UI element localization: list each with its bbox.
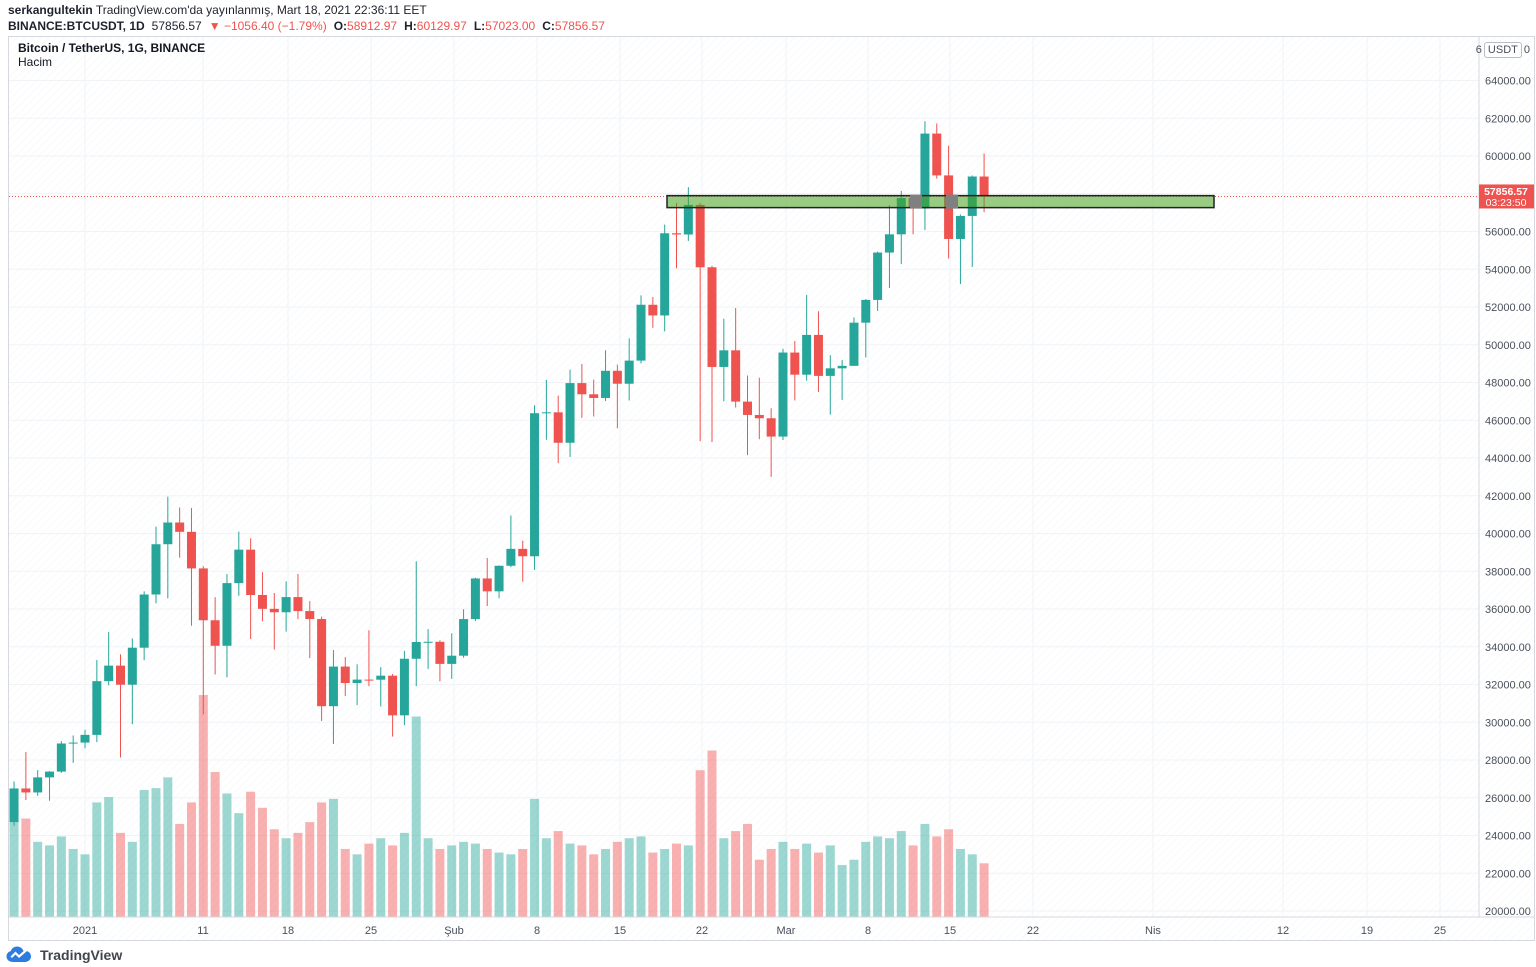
- svg-text:60000.00: 60000.00: [1485, 151, 1531, 163]
- legend-volume-indicator[interactable]: Hacim: [18, 55, 53, 69]
- tradingview-logo-text[interactable]: TradingView: [40, 946, 123, 963]
- svg-text:57856.57: 57856.57: [1484, 186, 1528, 198]
- svg-text:28000.00: 28000.00: [1485, 755, 1531, 767]
- low-label: L:: [473, 19, 486, 33]
- svg-text:Mar: Mar: [777, 925, 796, 937]
- svg-text:38000.00: 38000.00: [1485, 566, 1531, 578]
- currency-toggle-button[interactable]: USDT: [1483, 42, 1522, 58]
- svg-text:03:23:50: 03:23:50: [1486, 197, 1527, 209]
- svg-text:Şub: Şub: [444, 925, 464, 937]
- svg-text:20000.00: 20000.00: [1485, 906, 1531, 918]
- svg-text:25: 25: [365, 925, 377, 937]
- price-axis[interactable]: 20000.00 22000.00 24000.00 26000.00 28000.00…: [1485, 76, 1531, 919]
- svg-text:26000.00: 26000.00: [1485, 793, 1531, 805]
- svg-text:24000.00: 24000.00: [1485, 831, 1531, 843]
- svg-text:46000.00: 46000.00: [1485, 415, 1531, 427]
- svg-text:25: 25: [1434, 925, 1446, 937]
- svg-text:32000.00: 32000.00: [1485, 680, 1531, 692]
- symbol-name[interactable]: BINANCE:BTCUSDT, 1D: [8, 19, 145, 33]
- svg-text:22: 22: [696, 925, 708, 937]
- svg-text:11: 11: [197, 925, 208, 937]
- tradingview-attribution[interactable]: TradingView: [6, 946, 122, 963]
- open-label: O:: [333, 19, 348, 33]
- svg-text:19: 19: [1361, 925, 1373, 937]
- svg-text:15: 15: [944, 925, 956, 937]
- svg-text:Nis: Nis: [1145, 925, 1161, 937]
- volume-bars: [9, 695, 989, 917]
- svg-text:56000.00: 56000.00: [1485, 227, 1531, 239]
- open-value: 58912.97: [347, 19, 398, 33]
- drawing-handle[interactable]: [910, 194, 922, 209]
- svg-text:64000.00: 64000.00: [1485, 76, 1531, 88]
- tradingview-logo-icon[interactable]: [6, 946, 33, 963]
- drawing-handle[interactable]: [946, 194, 958, 209]
- chart-legend: Bitcoin / TetherUS, 1G, BINANCE Hacim: [18, 41, 205, 69]
- axis-header-left-text: 6: [1475, 44, 1482, 56]
- high-value: 60129.97: [416, 19, 467, 33]
- legend-symbol-title[interactable]: Bitcoin / TetherUS, 1G, BINANCE: [18, 41, 206, 55]
- last-price: 57856.57: [151, 19, 202, 33]
- svg-text:54000.00: 54000.00: [1485, 264, 1531, 276]
- resistance-rectangle-drawing[interactable]: [666, 194, 1215, 209]
- svg-text:44000.00: 44000.00: [1485, 453, 1531, 465]
- svg-text:22: 22: [1027, 925, 1039, 937]
- candles: [9, 121, 989, 826]
- close-label: C:: [542, 19, 555, 33]
- close-value: 57856.57: [554, 19, 605, 33]
- svg-text:8: 8: [534, 925, 540, 937]
- author-name[interactable]: serkangultekin: [8, 3, 93, 17]
- symbol-info-line: BINANCE:BTCUSDT, 1D 57856.57 ▼ −1056.40 (−…: [8, 19, 605, 34]
- time-axis[interactable]: 2021 11 18 25 Şub 8 15 22 Mar 8 15 22 Nis 12 19 25: [73, 925, 1446, 937]
- byline: serkangultekin TradingView.com'da yayınl…: [8, 3, 427, 18]
- svg-text:15: 15: [614, 925, 626, 937]
- chart-widget[interactable]: Bitcoin / TetherUS, 1G, BINANCE Hacim 6 …: [8, 36, 1535, 941]
- low-value: 57023.00: [485, 19, 536, 33]
- svg-text:52000.00: 52000.00: [1485, 302, 1531, 314]
- svg-text:30000.00: 30000.00: [1485, 717, 1531, 729]
- svg-text:36000.00: 36000.00: [1485, 604, 1531, 616]
- axis-header-right-text: 0: [1523, 44, 1530, 56]
- svg-text:8: 8: [865, 925, 871, 937]
- svg-text:12: 12: [1277, 925, 1289, 937]
- price-axis-header: 6 USDT 0: [1476, 42, 1530, 58]
- svg-text:50000.00: 50000.00: [1485, 340, 1531, 352]
- svg-text:18: 18: [282, 925, 294, 937]
- svg-text:34000.00: 34000.00: [1485, 642, 1531, 654]
- svg-text:42000.00: 42000.00: [1485, 491, 1531, 503]
- high-label: H:: [404, 19, 417, 33]
- svg-text:22000.00: 22000.00: [1485, 868, 1531, 880]
- svg-text:2021: 2021: [73, 925, 97, 937]
- price-change: ▼ −1056.40 (−1.79%): [208, 19, 327, 33]
- svg-text:48000.00: 48000.00: [1485, 378, 1531, 390]
- svg-text:62000.00: 62000.00: [1485, 113, 1531, 125]
- price-chart-canvas[interactable]: 20000.00 22000.00 24000.00 26000.00 28000.00…: [9, 37, 1534, 940]
- byline-text: TradingView.com'da yayınlanmış, Mart 18,…: [92, 3, 427, 17]
- svg-text:40000.00: 40000.00: [1485, 529, 1531, 541]
- chart-grid: [9, 37, 1479, 917]
